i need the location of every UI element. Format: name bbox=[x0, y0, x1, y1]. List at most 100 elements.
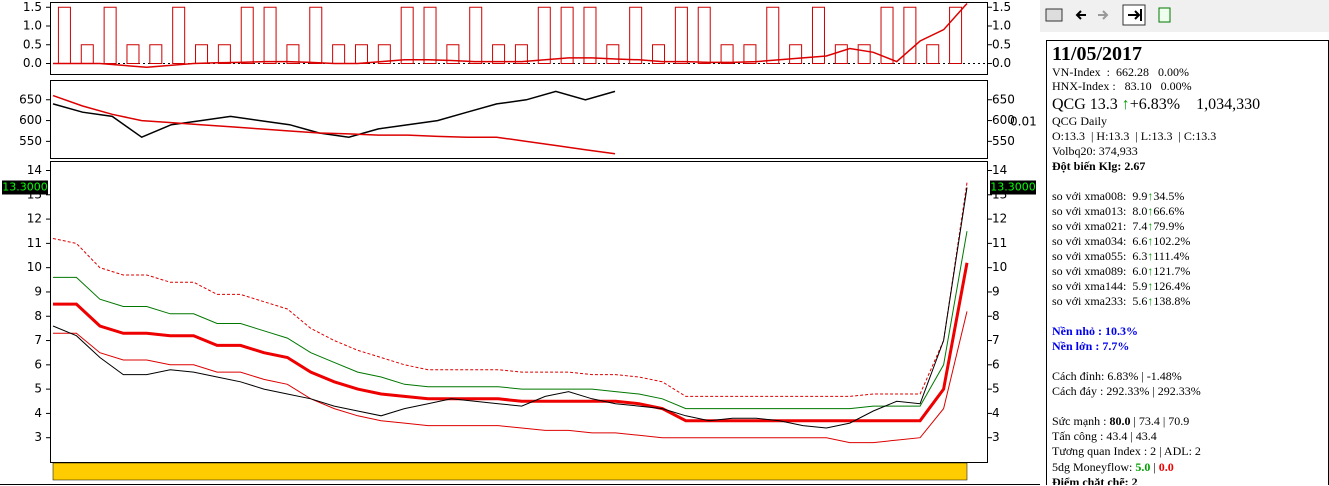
info-text: ↑ bbox=[1121, 96, 1130, 113]
signal-bar bbox=[720, 44, 734, 64]
info-text: Nền lớn : 7.7% bbox=[1052, 339, 1130, 353]
y-tick-label: 9 bbox=[34, 284, 42, 298]
info-text: so với xma021: 7.4 bbox=[1052, 219, 1148, 233]
info-text: 102.2% bbox=[1153, 234, 1191, 248]
y-tick-label: 12 bbox=[27, 212, 42, 226]
y-tick-label-right: 10 bbox=[992, 260, 1007, 274]
info-text: 111.4% bbox=[1153, 249, 1190, 263]
info-text: O:13.3 | H:13.3 | L:13.3 | C:13.3 bbox=[1052, 129, 1217, 143]
info-line: 5dg Moneyflow: 5.0 | 0.0 bbox=[1052, 460, 1174, 475]
y-tick-label: 7 bbox=[34, 333, 42, 347]
info-line: Điểm chặt chẽ: 2 bbox=[1052, 475, 1138, 485]
back-button[interactable] bbox=[1075, 10, 1086, 20]
signal-bar bbox=[743, 44, 757, 64]
y-tick-label-right: 650 bbox=[992, 92, 1015, 106]
info-text: so với xma055: 6.3 bbox=[1052, 249, 1148, 263]
info-text: 5dg Moneyflow: bbox=[1052, 460, 1136, 474]
print-button[interactable] bbox=[1045, 8, 1063, 22]
toolbar bbox=[1040, 0, 1329, 32]
y-tick-label-right: 3 bbox=[992, 430, 1000, 444]
y-tick-label: 10 bbox=[27, 260, 42, 274]
info-line: Đột biến Klg: 2.67 bbox=[1052, 159, 1145, 174]
info-text: ↑ bbox=[1147, 249, 1154, 263]
info-line: O:13.3 | H:13.3 | L:13.3 | C:13.3 bbox=[1052, 129, 1216, 144]
info-text: 121.7% bbox=[1153, 264, 1191, 278]
signal-bar bbox=[172, 6, 186, 64]
info-line: so với xma034: 6.6↑102.2% bbox=[1052, 234, 1190, 249]
info-text: 138.8% bbox=[1153, 294, 1191, 308]
info-text: Cách đáy : 292.33% | 292.33% bbox=[1052, 384, 1201, 398]
y-tick-label: 5 bbox=[34, 382, 42, 396]
y-tick-label: 4 bbox=[34, 406, 42, 420]
info-line: VN-Index : 662.28 0.00% bbox=[1052, 65, 1189, 80]
signal-bar bbox=[126, 44, 140, 64]
signal-bar bbox=[149, 44, 163, 64]
signal-bar bbox=[857, 44, 871, 64]
signal-bar bbox=[629, 6, 643, 64]
info-text: 34.5% bbox=[1153, 189, 1185, 203]
info-line: QCG 13.3 ↑+6.83% 1,034,330 bbox=[1052, 96, 1260, 114]
info-line: Tấn công : 43.4 | 43.4 bbox=[1052, 429, 1157, 444]
info-text: 5.0 bbox=[1135, 460, 1151, 474]
info-text: ↑ bbox=[1147, 294, 1154, 308]
signal-bar bbox=[606, 44, 620, 64]
y-tick-label-right: 550 bbox=[992, 134, 1015, 148]
info-text: ↑ bbox=[1147, 189, 1154, 203]
refresh-button[interactable] bbox=[1158, 7, 1171, 23]
y-tick-label-right: 9 bbox=[992, 284, 1000, 298]
signal-bar bbox=[469, 6, 483, 64]
info-text: Nền nhỏ : 10.3% bbox=[1052, 324, 1139, 338]
signal-bar bbox=[697, 6, 711, 64]
y-tick-label-right: 4 bbox=[992, 406, 1000, 420]
forward-button[interactable] bbox=[1098, 10, 1109, 20]
info-line: Cách đỉnh: 6.83% | -1.48% bbox=[1052, 369, 1182, 384]
info-text: so với xma034: 6.6 bbox=[1052, 234, 1148, 248]
info-text: QCG Daily bbox=[1052, 114, 1107, 128]
signal-bar bbox=[789, 44, 803, 64]
info-text: so với xma233: 5.6 bbox=[1052, 294, 1148, 308]
y-tick-label: 14 bbox=[27, 163, 42, 177]
signal-bar bbox=[766, 6, 780, 64]
signal-bar bbox=[446, 44, 460, 64]
y-tick-label-right: 1.5 bbox=[992, 0, 1011, 14]
info-text: +6.83% 1,034,330 bbox=[1129, 96, 1261, 113]
info-text: Tấn công : 43.4 | 43.4 bbox=[1052, 429, 1157, 443]
signal-bar bbox=[652, 44, 666, 64]
signal-bar bbox=[514, 44, 528, 64]
y-tick-label-right: 0.0 bbox=[992, 56, 1011, 70]
signal-bar bbox=[240, 6, 254, 64]
series-line bbox=[53, 262, 969, 423]
signal-bar bbox=[880, 6, 894, 64]
info-text: VN-Index : 662.28 0.00% bbox=[1052, 65, 1189, 79]
info-line: Tương quan Index : 2 | ADL: 2 bbox=[1052, 444, 1201, 459]
info-line: Volbq20: 374,933 bbox=[1052, 144, 1138, 159]
signal-bar bbox=[400, 6, 414, 64]
info-line: Nền nhỏ : 10.3% bbox=[1052, 324, 1138, 339]
signal-bar bbox=[377, 44, 391, 64]
y-tick-label-right: 14 bbox=[992, 163, 1007, 177]
signal-bar bbox=[949, 6, 963, 64]
toolbar-icons bbox=[1045, 4, 1171, 26]
background bbox=[0, 0, 1040, 486]
info-text: ↑ bbox=[1147, 279, 1154, 293]
info-text: 79.9% bbox=[1153, 219, 1185, 233]
info-text: Volbq20: 374,933 bbox=[1052, 144, 1138, 158]
info-text: 80.0 bbox=[1109, 414, 1131, 428]
y-tick-label: 1.0 bbox=[23, 19, 42, 33]
info-line: so với xma013: 8.0↑66.6% bbox=[1052, 204, 1184, 219]
series-line bbox=[53, 231, 968, 410]
info-line: Nền lớn : 7.7% bbox=[1052, 339, 1129, 354]
y-tick-label-right: 0.5 bbox=[992, 37, 1011, 51]
frame bbox=[50, 2, 988, 75]
info-text: HNX-Index : 83.10 0.00% bbox=[1052, 79, 1192, 93]
info-text: Sức mạnh : bbox=[1052, 414, 1110, 428]
y-tick-label: 600 bbox=[19, 113, 42, 127]
signal-bar bbox=[903, 6, 917, 64]
volume-strip bbox=[52, 462, 968, 481]
signal-bar bbox=[103, 6, 117, 64]
signal-bar bbox=[583, 6, 597, 64]
y-tick-label: 1.5 bbox=[23, 0, 42, 14]
y-tick-label-right: 7 bbox=[992, 333, 1000, 347]
info-text: | bbox=[1150, 460, 1159, 474]
info-line: so với xma055: 6.3↑111.4% bbox=[1052, 249, 1189, 264]
